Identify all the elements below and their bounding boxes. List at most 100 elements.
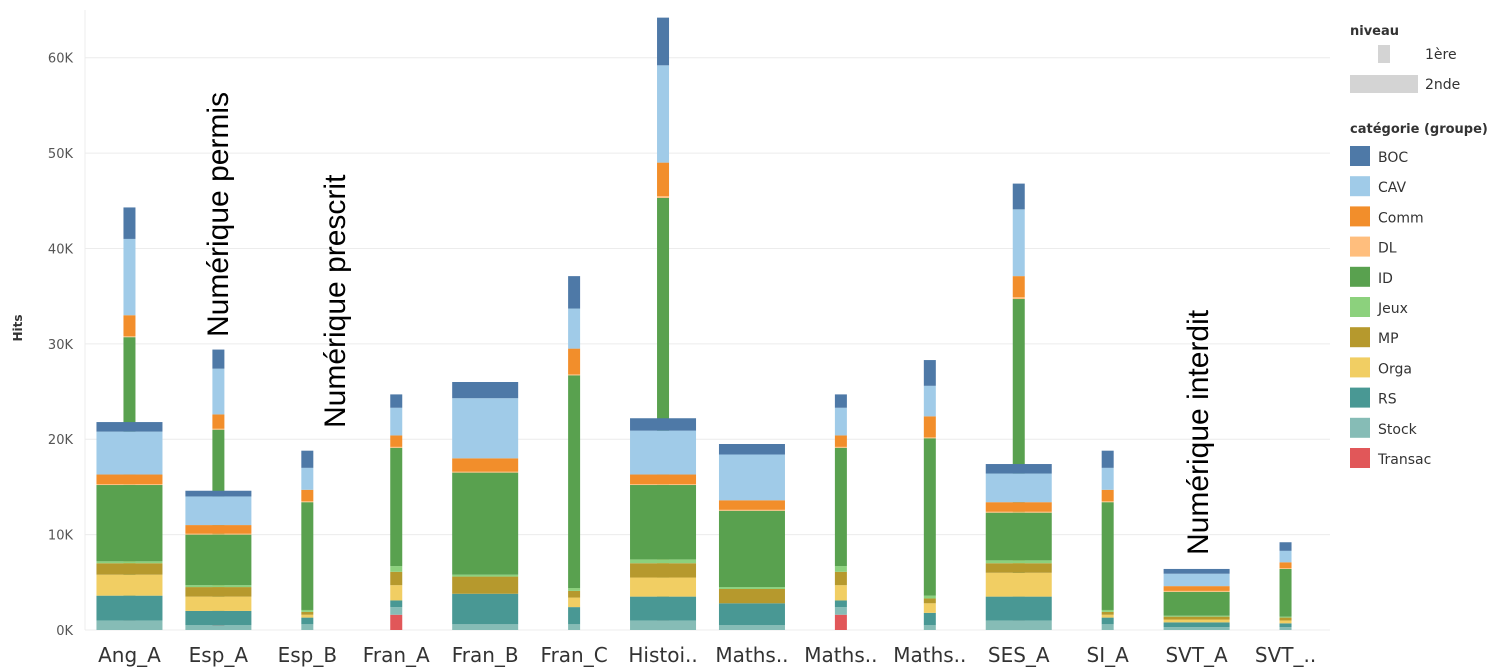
bar-segment-jeux [1101,609,1114,612]
bar-segment-comm [657,162,670,196]
bar-segment-jeux [834,566,847,572]
x-tick-label: Maths.. [893,643,966,667]
bar-segment-jeux [630,559,697,564]
legend-swatch-transac [1350,448,1370,468]
legend-label-transac: Transac [1377,452,1431,468]
bar-segment-mp [834,571,847,586]
legend-color-items: BOC CAV Comm DL ID Jeux MP Orga RS Stock Transac [1350,146,1431,468]
bar-segment-id [185,534,252,586]
bar-segment-boc [1101,450,1114,468]
bar-segment-stock [985,620,1052,630]
bar-segment-boc [1012,183,1025,210]
bar-segment-boc [630,418,697,431]
bar-segment-orga [1279,620,1292,624]
bar-segment-comm [834,435,847,447]
bar-segment-cav [301,467,314,490]
bar-segment-dl [301,501,314,503]
bar-segment-mp [630,563,697,578]
y-tick-label: 50K [48,147,74,162]
bar-segment-cav [212,368,225,415]
bar-segment-orga [568,597,581,608]
bar-segment-comm [185,525,252,534]
bar-segment-boc [96,422,163,432]
bar-segment-boc [657,17,670,66]
y-tick-label: 60K [48,52,74,67]
legend-swatch-jeux [1350,297,1370,317]
legend-label-orga: Orga [1378,361,1412,377]
bar-segment-cav [1163,573,1230,587]
y-axis-ticks: 0K 10K 20K 30K 40K 50K 60K [48,52,74,639]
bar-segment-boc [390,394,403,408]
bar-segment-orga [834,585,847,601]
bar-segment-orga [1163,619,1230,623]
bar-segment-cav [630,430,697,475]
bar-segment-id [1163,591,1230,616]
bar-segment-comm [452,458,519,472]
bar-segment-mp [452,576,519,594]
bar-segment-stock [568,624,581,630]
bar-segment-stock [185,625,252,630]
bar-segment-rs [1279,623,1292,628]
bar-segment-cav [185,496,252,526]
bar-segment-mp [1101,611,1114,615]
y-tick-label: 30K [48,338,74,353]
bar-segment-jeux [452,574,519,577]
bar-segment-jeux [923,595,936,599]
bar-segment-orga [301,614,314,618]
legend: niveau 1ère 2nde catégorie (groupe) BOC C… [1350,24,1488,468]
legend-label-mp: MP [1378,331,1399,347]
bar-segment-rs [185,610,252,626]
bar-segment-comm [212,414,225,429]
bar-segment-comm [568,348,581,375]
bar-segment-id [390,447,403,567]
bar-segment-dl [657,196,670,198]
bar-segment-id [1101,502,1114,610]
legend-label-cav: CAV [1378,180,1406,196]
bar-segment-mp [390,571,403,586]
bar-segment-comm [1012,276,1025,298]
bar-segment-id [923,438,936,596]
bar-segment-rs [923,612,936,626]
bar-segment-boc [452,382,519,399]
bar-segment-comm [923,416,936,438]
bar-segment-boc [1279,542,1292,551]
bar-segment-cav [390,407,403,436]
bar-segment-rs [1101,617,1114,625]
legend-size-swatch-2nde [1350,75,1418,93]
bar-segment-cav [718,454,785,501]
bar-segment-mp [1163,616,1230,620]
bar-segment-rs [452,593,519,625]
legend-size-label-1ere: 1ère [1425,47,1457,63]
bar-segment-jeux [1279,616,1292,618]
legend-label-stock: Stock [1378,422,1418,438]
legend-label-jeux: Jeux [1377,301,1408,317]
legend-label-boc: BOC [1378,150,1408,166]
bar-segment-cav [985,473,1052,503]
bar-segment-id [985,512,1052,561]
bar-segment-boc [568,276,581,309]
bar-segment-mp [923,598,936,604]
y-tick-label: 0K [56,624,73,639]
bar-segment-jeux [718,587,785,589]
bar-segment-dl [452,471,519,473]
annotation-numerique-permis: Numérique permis [202,92,235,337]
legend-swatch-cav [1350,176,1370,197]
legend-swatch-id [1350,266,1370,287]
legend-swatch-rs [1350,387,1370,408]
bar-segment-cav [1101,467,1114,490]
bar-segment-dl [1101,501,1114,503]
bar-segment-rs [390,600,403,608]
bar-segment-boc [1163,568,1230,574]
legend-swatch-stock [1350,417,1370,438]
bar-segment-id [834,447,847,567]
bar-segment-boc [834,394,847,408]
bar-segment-dl [185,533,252,535]
bar-segment-id [568,375,581,589]
bar-segment-stock [452,624,519,630]
bar-segment-rs [834,600,847,608]
bar-segment-dl [1012,297,1025,300]
y-tick-label: 10K [48,529,74,544]
bar-segment-jeux [96,561,163,564]
bar-segment-cav [923,385,936,417]
x-tick-label: Esp_A [189,643,249,667]
